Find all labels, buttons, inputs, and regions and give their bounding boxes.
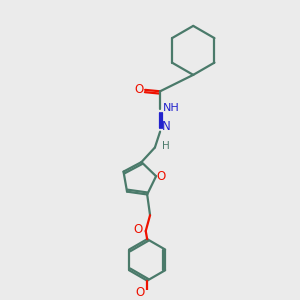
Text: N: N	[162, 120, 171, 133]
Text: O: O	[136, 286, 145, 299]
Text: NH: NH	[163, 103, 179, 113]
Text: O: O	[135, 83, 144, 96]
Text: O: O	[134, 224, 143, 236]
Text: O: O	[157, 170, 166, 183]
Text: H: H	[162, 141, 170, 151]
